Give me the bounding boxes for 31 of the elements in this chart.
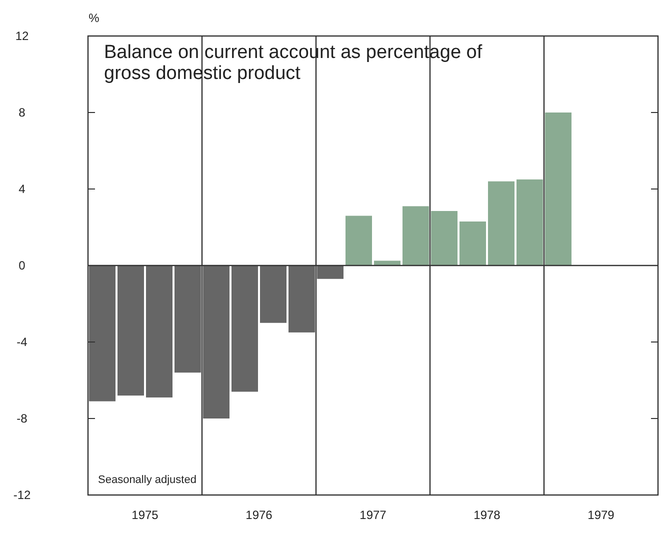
bar [431, 210, 458, 266]
y-tick-label: -12 [13, 488, 31, 502]
bar [288, 266, 315, 332]
bar [346, 216, 372, 266]
bar [516, 179, 543, 266]
y-tick-label: -4 [16, 335, 28, 350]
bar [488, 181, 514, 266]
annotation: Seasonally adjusted [98, 474, 196, 486]
x-tick-label: 1977 [360, 508, 387, 522]
bar [146, 266, 172, 398]
bar [545, 112, 572, 266]
x-tick-label: 1976 [246, 508, 273, 522]
y-tick-label: 4 [18, 182, 26, 196]
x-tick-label: 1978 [474, 508, 501, 522]
bar [203, 266, 230, 418]
bar [317, 266, 344, 279]
bar [460, 222, 486, 266]
bar [374, 260, 400, 266]
y-axis-title: % [88, 11, 100, 25]
bar [118, 266, 144, 396]
bar [89, 266, 116, 402]
x-tick-label: 1979 [588, 508, 615, 522]
y-tick-label: 12 [15, 29, 29, 44]
bar [260, 266, 286, 323]
y-tick-label: -8 [16, 412, 28, 426]
bar [174, 266, 201, 373]
bar [232, 266, 258, 392]
y-tick-label: 8 [18, 106, 26, 120]
x-tick-label: 1975 [132, 508, 159, 522]
bar [402, 206, 429, 266]
y-tick-label: 0 [18, 258, 26, 273]
